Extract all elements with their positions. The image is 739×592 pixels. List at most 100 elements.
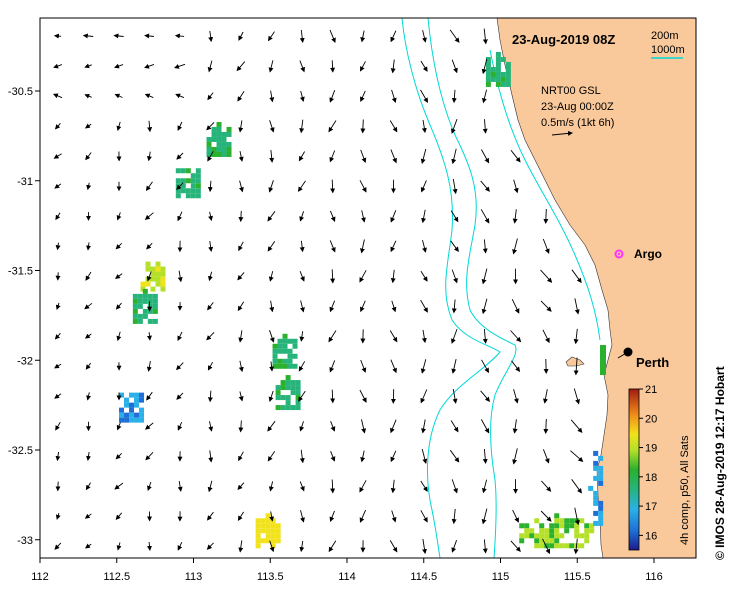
current-vector bbox=[329, 510, 335, 523]
lon-tick-label: 114.5 bbox=[410, 571, 437, 583]
current-vector bbox=[481, 149, 490, 164]
current-vector bbox=[269, 330, 275, 343]
current-vector bbox=[451, 358, 457, 374]
current-vector bbox=[114, 482, 124, 490]
current-vector bbox=[116, 212, 122, 221]
current-vector bbox=[420, 299, 428, 313]
current-vector bbox=[574, 507, 580, 526]
current-vector bbox=[238, 330, 244, 343]
current-vector bbox=[208, 211, 213, 222]
current-vector bbox=[146, 361, 152, 372]
current-vector bbox=[570, 450, 584, 462]
current-vector bbox=[84, 333, 92, 339]
current-vector bbox=[144, 63, 155, 69]
current-vector bbox=[84, 63, 92, 69]
current-vector bbox=[267, 240, 276, 252]
current-vector bbox=[52, 93, 63, 99]
current-vector bbox=[238, 451, 244, 462]
current-vector bbox=[359, 480, 367, 493]
current-vector bbox=[145, 451, 154, 461]
current-vector bbox=[451, 328, 458, 344]
current-vector bbox=[451, 540, 458, 553]
current-vector bbox=[299, 449, 305, 464]
current-scale-label: 0.5m/s (1kt 6h) bbox=[541, 117, 614, 129]
current-vector bbox=[390, 59, 396, 74]
current-vector bbox=[55, 421, 61, 431]
current-vector bbox=[389, 120, 398, 133]
current-vector bbox=[298, 390, 306, 402]
current-vector bbox=[298, 151, 305, 162]
current-vector bbox=[54, 332, 61, 340]
longitude-axis: 112 112.5 113 113.5 114 114.5 115 115.5 116 bbox=[31, 558, 663, 583]
current-vector bbox=[421, 209, 427, 224]
current-vector bbox=[420, 60, 428, 72]
current-vector bbox=[116, 542, 122, 551]
current-vector bbox=[238, 540, 244, 553]
current-vector bbox=[236, 61, 246, 72]
current-vector bbox=[176, 392, 184, 400]
current-vector bbox=[113, 33, 124, 39]
current-vector bbox=[328, 540, 337, 553]
current-vector bbox=[208, 421, 214, 432]
current-vector bbox=[146, 391, 153, 401]
colorbar-tick-label: 21 bbox=[645, 384, 657, 396]
current-vector bbox=[238, 391, 244, 402]
current-vector bbox=[299, 271, 305, 282]
current-vector bbox=[238, 360, 244, 373]
isobath-legend-1000m: 1000m bbox=[651, 44, 685, 56]
current-vector bbox=[570, 419, 583, 433]
colorbar-tick-label: 18 bbox=[645, 472, 657, 484]
current-vector bbox=[391, 89, 397, 104]
current-vector bbox=[420, 270, 428, 282]
current-vector bbox=[511, 360, 521, 372]
current-vector bbox=[299, 211, 305, 222]
current-vector bbox=[329, 29, 336, 44]
current-vector bbox=[207, 151, 214, 162]
current-vector bbox=[115, 273, 123, 279]
current-vector bbox=[54, 123, 61, 130]
current-vector bbox=[269, 150, 275, 163]
current-vector bbox=[238, 120, 244, 133]
current-vector bbox=[420, 359, 427, 374]
current-vector bbox=[360, 30, 366, 43]
current-vector bbox=[208, 30, 214, 43]
current-vector bbox=[329, 150, 336, 163]
sst-patch bbox=[485, 51, 511, 87]
current-vector bbox=[237, 301, 245, 312]
current-vector bbox=[174, 63, 186, 69]
current-vector bbox=[390, 210, 397, 223]
current-vector bbox=[482, 119, 488, 134]
current-vector bbox=[115, 242, 123, 250]
current-vector bbox=[269, 540, 275, 553]
current-vector bbox=[238, 210, 244, 223]
current-vector bbox=[481, 268, 488, 285]
sst-patch bbox=[255, 513, 281, 549]
current-vector bbox=[390, 359, 397, 374]
current-vector bbox=[207, 271, 213, 282]
lat-tick-label: -32.5 bbox=[8, 445, 33, 457]
current-vector bbox=[510, 150, 521, 163]
current-vector bbox=[206, 331, 215, 341]
current-vector bbox=[542, 538, 550, 555]
current-vector bbox=[329, 210, 336, 223]
lon-tick-label: 116 bbox=[645, 571, 663, 583]
colorbar-tick-label: 16 bbox=[645, 530, 657, 542]
current-vector bbox=[207, 361, 213, 371]
current-vector bbox=[114, 63, 124, 69]
current-vector bbox=[511, 299, 520, 314]
current-vector bbox=[510, 330, 522, 343]
colorbar-tick-label: 17 bbox=[645, 501, 657, 513]
current-vector bbox=[86, 392, 92, 401]
current-vector bbox=[541, 480, 552, 492]
current-vector bbox=[55, 242, 61, 251]
perth-marker: Perth bbox=[617, 347, 669, 370]
current-vector bbox=[115, 302, 122, 310]
current-vector bbox=[116, 121, 122, 132]
current-vector bbox=[482, 329, 488, 344]
current-vector bbox=[237, 272, 245, 281]
current-vector bbox=[449, 29, 460, 43]
current-vector bbox=[238, 31, 244, 41]
current-vector bbox=[510, 540, 521, 552]
current-vector bbox=[299, 540, 305, 553]
current-vector bbox=[359, 389, 367, 403]
